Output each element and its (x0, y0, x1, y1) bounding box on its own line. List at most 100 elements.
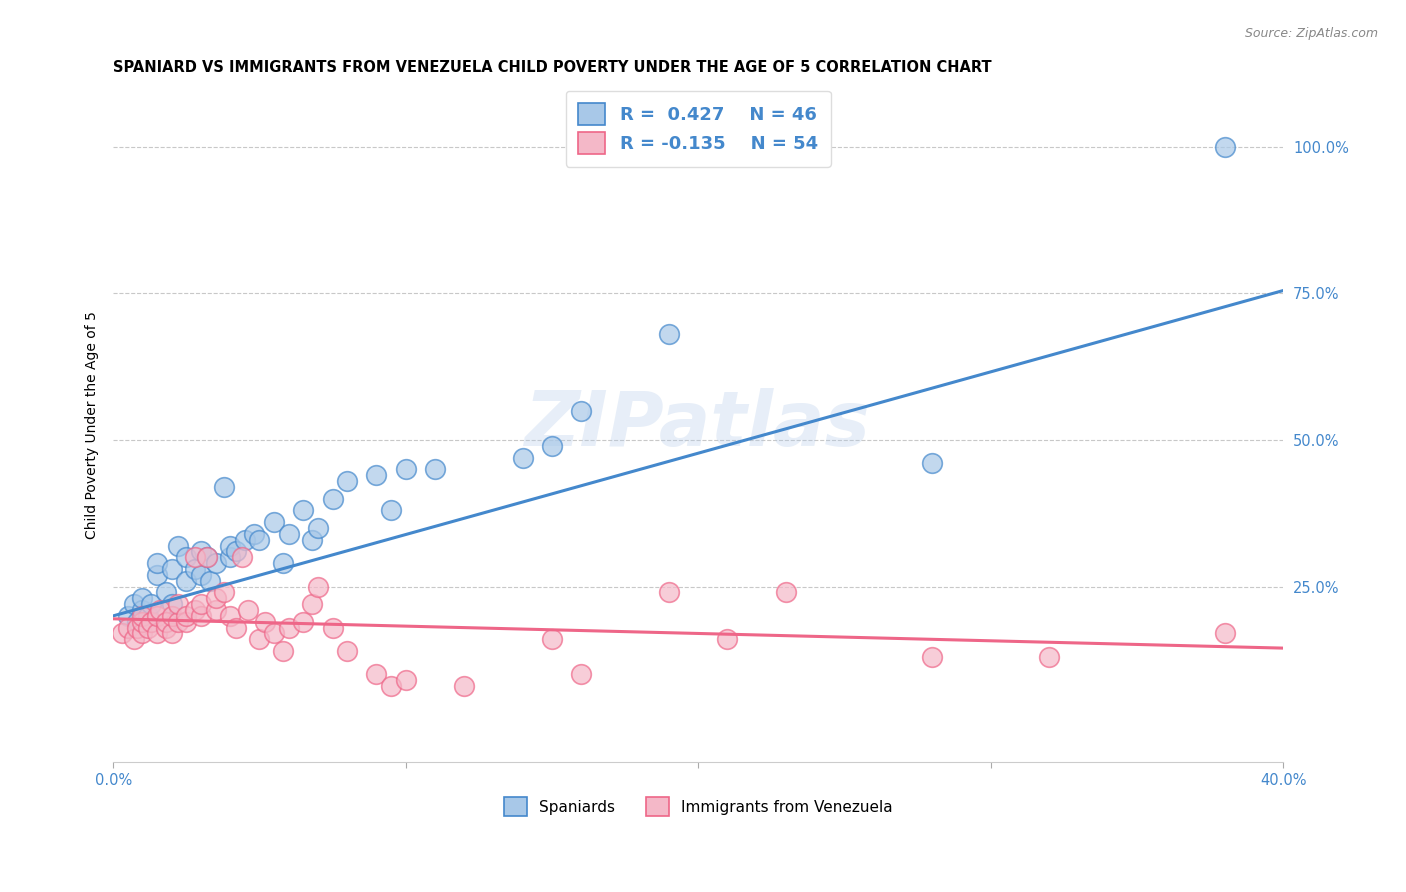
Point (190, 608, 212, 623)
Point (277, 621, 299, 635)
Point (395, 462, 418, 476)
Point (190, 544, 212, 558)
Point (149, 603, 172, 617)
Point (219, 539, 242, 553)
Point (336, 644, 359, 658)
Point (292, 503, 315, 517)
Point (380, 679, 402, 693)
Point (254, 615, 277, 629)
Point (541, 439, 564, 453)
Point (184, 603, 207, 617)
Point (166, 597, 188, 611)
Point (1213, 140, 1236, 154)
Point (176, 615, 198, 629)
Point (195, 550, 218, 565)
Point (155, 615, 177, 629)
Point (236, 603, 259, 617)
Point (658, 327, 681, 342)
Point (146, 608, 169, 623)
Point (307, 580, 329, 594)
Point (366, 667, 388, 681)
Point (136, 621, 159, 635)
Point (271, 644, 294, 658)
Point (176, 550, 198, 565)
Point (204, 556, 226, 570)
Point (301, 533, 323, 547)
Point (271, 556, 294, 570)
Point (146, 567, 169, 582)
Point (214, 585, 236, 599)
Point (249, 632, 271, 647)
Point (231, 550, 253, 565)
Point (380, 503, 402, 517)
Point (512, 450, 534, 465)
Point (322, 491, 344, 506)
Point (146, 626, 169, 640)
Point (184, 562, 207, 576)
Point (263, 515, 285, 529)
Point (775, 585, 797, 599)
Point (184, 550, 207, 565)
Point (366, 468, 388, 483)
Point (131, 603, 153, 617)
Point (166, 615, 188, 629)
Point (658, 585, 681, 599)
Point (131, 591, 153, 606)
Point (176, 574, 198, 588)
Point (921, 649, 943, 664)
Point (242, 526, 264, 541)
Point (1038, 649, 1060, 664)
Legend: Spaniards, Immigrants from Venezuela: Spaniards, Immigrants from Venezuela (498, 791, 898, 822)
Point (219, 608, 242, 623)
Point (141, 615, 163, 629)
Point (160, 597, 183, 611)
Point (160, 562, 183, 576)
Point (1213, 626, 1236, 640)
Point (569, 403, 592, 417)
Point (214, 480, 236, 494)
Point (160, 626, 183, 640)
Point (225, 621, 247, 635)
Point (125, 621, 148, 635)
Point (131, 608, 153, 623)
Point (277, 526, 299, 541)
Point (117, 608, 139, 623)
Point (336, 474, 359, 488)
Point (160, 608, 183, 623)
Point (122, 597, 145, 611)
Point (141, 597, 163, 611)
Point (249, 533, 271, 547)
Point (117, 621, 139, 635)
Point (263, 626, 285, 640)
Point (716, 632, 738, 647)
Point (292, 615, 315, 629)
Text: Source: ZipAtlas.com: Source: ZipAtlas.com (1244, 27, 1378, 40)
Point (131, 626, 153, 640)
Point (136, 608, 159, 623)
Point (155, 585, 177, 599)
Point (204, 591, 226, 606)
Point (190, 597, 212, 611)
Point (204, 603, 226, 617)
Point (307, 521, 329, 535)
Point (569, 667, 592, 681)
Text: ZIPatlas: ZIPatlas (526, 388, 872, 462)
Point (322, 621, 344, 635)
Point (423, 462, 446, 476)
Y-axis label: Child Poverty Under the Age of 5: Child Poverty Under the Age of 5 (86, 311, 100, 540)
Point (541, 632, 564, 647)
Point (176, 608, 198, 623)
Point (166, 539, 188, 553)
Point (198, 574, 221, 588)
Point (122, 632, 145, 647)
Point (131, 615, 153, 629)
Point (453, 679, 475, 693)
Point (219, 550, 242, 565)
Point (195, 550, 218, 565)
Point (146, 556, 169, 570)
Point (225, 544, 247, 558)
Point (921, 457, 943, 471)
Point (155, 621, 177, 635)
Point (125, 615, 148, 629)
Point (233, 533, 256, 547)
